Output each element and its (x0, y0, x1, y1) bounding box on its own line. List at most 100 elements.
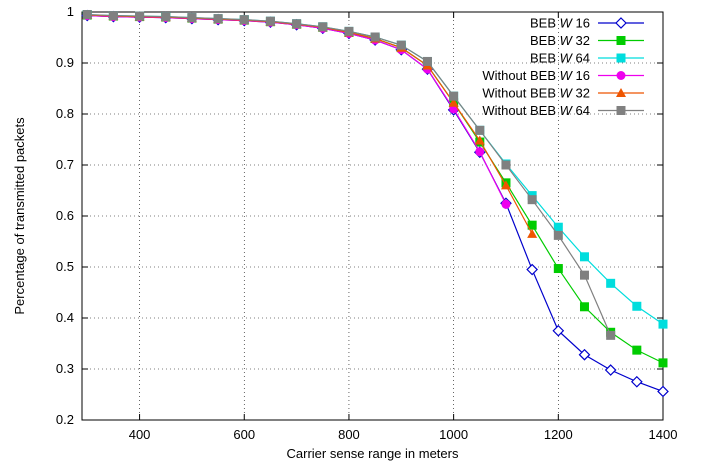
data-point (527, 228, 538, 238)
y-tick-label: 0.4 (56, 310, 74, 325)
legend-marker (616, 71, 626, 80)
legend-item: BEB W 32 (530, 33, 644, 48)
legend-label-italic: W (560, 51, 574, 66)
legend-label: Without BEB W 32 (482, 86, 590, 101)
legend-label-part: 64 (572, 51, 590, 66)
legend-item: BEB W 16 (530, 16, 644, 31)
legend-label: BEB W 16 (530, 16, 590, 31)
legend-label-italic: W (560, 16, 574, 31)
legend-label-italic: W (560, 86, 574, 101)
data-point (370, 32, 380, 42)
legend-label: BEB W 64 (530, 51, 590, 66)
legend-label-part: BEB (530, 51, 560, 66)
legend-label-part: 16 (572, 16, 590, 31)
series-6 (82, 10, 616, 340)
data-point (501, 160, 511, 170)
legend-marker (615, 17, 627, 29)
data-point (448, 97, 459, 107)
data-point (579, 302, 589, 312)
legend-label-part: 32 (572, 33, 590, 48)
data-point (553, 230, 563, 240)
data-point (658, 319, 668, 329)
data-point (579, 252, 589, 262)
data-point (606, 330, 616, 340)
data-point (579, 270, 589, 280)
x-tick-label: 1400 (649, 427, 678, 442)
data-point (187, 13, 197, 23)
legend-marker (616, 88, 626, 97)
series-5 (82, 10, 538, 238)
data-point (265, 16, 275, 26)
data-point (552, 324, 565, 337)
series-group (81, 9, 669, 398)
legend-marker (616, 53, 626, 63)
data-point (475, 125, 485, 135)
data-point (422, 56, 432, 66)
x-tick-label: 1000 (439, 427, 468, 442)
legend-label-part: BEB (530, 16, 560, 31)
data-point (527, 220, 537, 230)
legend-marker (616, 106, 626, 115)
series-4 (82, 11, 511, 209)
x-tick-label: 800 (338, 427, 360, 442)
y-tick-label: 0.6 (56, 208, 74, 223)
legend-item: Without BEB W 16 (482, 68, 644, 83)
x-tick-label: 1200 (544, 427, 573, 442)
legend-marker (616, 36, 626, 45)
data-point (135, 11, 145, 21)
legend-label-part: 32 (572, 86, 590, 101)
data-point (82, 10, 92, 20)
axis-ticks: 400 600 800 1000 1200 1400 0.2 0.3 0.4 0.5 0.6 0.7 0… (56, 4, 678, 442)
data-point (344, 26, 354, 36)
x-tick-label: 400 (129, 427, 151, 442)
data-point (630, 375, 643, 388)
data-point (526, 263, 538, 276)
data-point (449, 91, 459, 101)
data-point (292, 19, 302, 29)
y-tick-label: 0.2 (56, 412, 74, 427)
data-point (213, 14, 223, 24)
data-point (318, 22, 328, 32)
x-tick-label: 600 (233, 427, 255, 442)
legend-label-part: 16 (572, 68, 590, 83)
data-point (553, 222, 563, 232)
y-axis-label: Percentage of transmitted packets (12, 117, 27, 315)
legend-label-italic: W (560, 103, 574, 118)
legend-label: Without BEB W 16 (482, 68, 590, 83)
legend-item: Without BEB W 32 (482, 86, 644, 101)
legend-item: Without BEB W 64 (482, 103, 644, 118)
data-point (501, 199, 511, 209)
grid-lines (82, 12, 663, 420)
data-point (632, 301, 642, 311)
x-axis-label: Carrier sense range in meters (287, 446, 459, 461)
legend-label: Without BEB W 64 (482, 103, 590, 118)
legend-label: BEB W 32 (530, 33, 590, 48)
data-point (657, 385, 669, 398)
legend-label-part: Without BEB (482, 86, 559, 101)
data-point (108, 11, 118, 21)
data-point (161, 12, 171, 22)
y-tick-label: 0.9 (56, 55, 74, 70)
series-line (87, 14, 507, 205)
data-point (396, 40, 406, 50)
series-line (87, 14, 533, 235)
legend-label-part: BEB (530, 33, 560, 48)
legend-label-italic: W (560, 33, 574, 48)
y-tick-label: 1 (67, 4, 74, 19)
legend-label-italic: W (560, 68, 574, 83)
data-point (606, 278, 616, 288)
data-point (658, 358, 668, 368)
data-point (553, 264, 563, 274)
y-tick-label: 0.5 (56, 259, 74, 274)
data-point (474, 135, 485, 145)
data-point (475, 147, 485, 157)
y-tick-label: 0.8 (56, 106, 74, 121)
data-point (527, 195, 537, 205)
data-point (500, 180, 511, 190)
legend-item: BEB W 64 (530, 51, 644, 66)
data-point (604, 364, 617, 376)
data-point (578, 348, 591, 361)
y-tick-label: 0.7 (56, 157, 74, 172)
